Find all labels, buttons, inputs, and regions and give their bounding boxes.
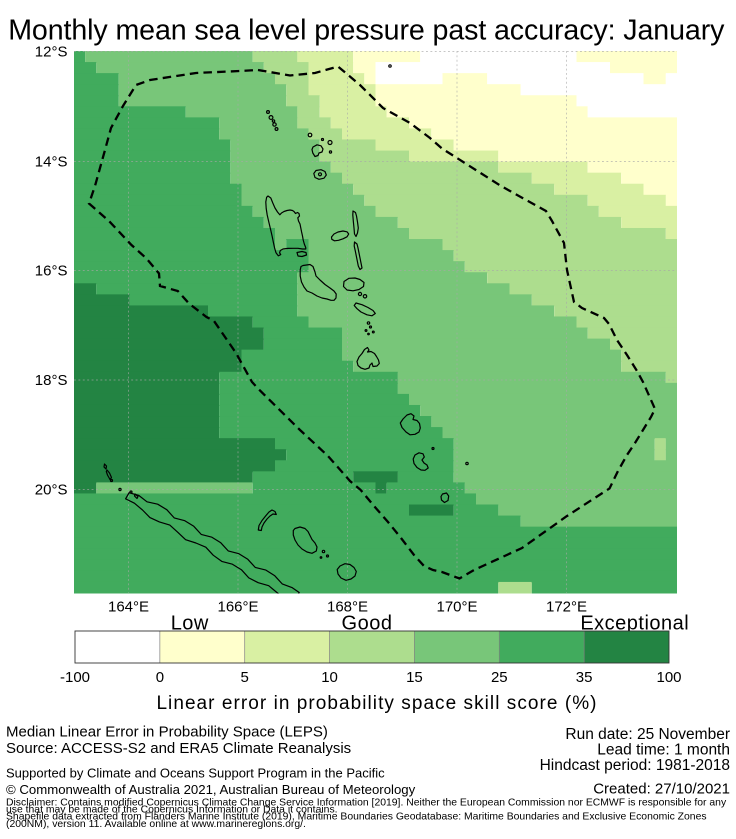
svg-text:35: 35 — [576, 669, 593, 686]
svg-text:Exceptional: Exceptional — [580, 613, 689, 635]
svg-text:Source: ACCESS-S2 and ERA5 Cli: Source: ACCESS-S2 and ERA5 Climate Reana… — [6, 740, 351, 757]
svg-text:Created: 27/10/2021: Created: 27/10/2021 — [593, 781, 730, 798]
svg-text:use that may be made of the Co: use that may be made of the Copernicus I… — [6, 805, 338, 816]
svg-text:172°E: 172°E — [546, 599, 587, 616]
svg-text:18°S: 18°S — [35, 372, 68, 389]
svg-text:170°E: 170°E — [436, 599, 477, 616]
svg-text:20°S: 20°S — [35, 482, 68, 499]
svg-text:168°E: 168°E — [327, 599, 368, 616]
svg-text:166°E: 166°E — [217, 599, 258, 616]
svg-text:0: 0 — [156, 669, 164, 686]
svg-text:Shapefile data extracted from: Shapefile data extracted from Flanders M… — [6, 812, 707, 823]
svg-text:Median Linear Error in Probabi: Median Linear Error in Probability Space… — [6, 724, 328, 741]
svg-text:Lead time: 1 month: Lead time: 1 month — [597, 741, 730, 758]
svg-text:Low: Low — [171, 613, 209, 635]
svg-text:Linear error in probability sp: Linear error in probability space skill … — [156, 693, 597, 714]
svg-text:Disclaimer: Contains modified: Disclaimer: Contains modified Copernicus… — [6, 798, 727, 809]
svg-text:Run date: 25 November: Run date: 25 November — [565, 726, 730, 743]
svg-text:100: 100 — [656, 669, 681, 686]
svg-text:14°S: 14°S — [35, 154, 68, 171]
svg-text:5: 5 — [241, 669, 249, 686]
svg-text:12°S: 12°S — [35, 43, 68, 60]
svg-text:16°S: 16°S — [35, 263, 68, 280]
svg-text:25: 25 — [491, 669, 508, 686]
svg-text:Good: Good — [342, 613, 393, 635]
svg-text:164°E: 164°E — [108, 599, 149, 616]
svg-text:15: 15 — [406, 669, 423, 686]
svg-text:Supported by Climate and Ocean: Supported by Climate and Oceans Support … — [6, 766, 385, 781]
svg-text:© Commonwealth of Australia 20: © Commonwealth of Australia 2021, Austra… — [6, 782, 416, 797]
svg-text:Hindcast period: 1981-2018: Hindcast period: 1981-2018 — [540, 757, 730, 774]
svg-text:10: 10 — [321, 669, 338, 686]
svg-text:(200NM), version 11. Available: (200NM), version 11. Available online at… — [6, 819, 306, 830]
svg-text:Monthly mean sea level pressur: Monthly mean sea level pressure past acc… — [8, 15, 725, 47]
svg-text:-100: -100 — [60, 669, 90, 686]
